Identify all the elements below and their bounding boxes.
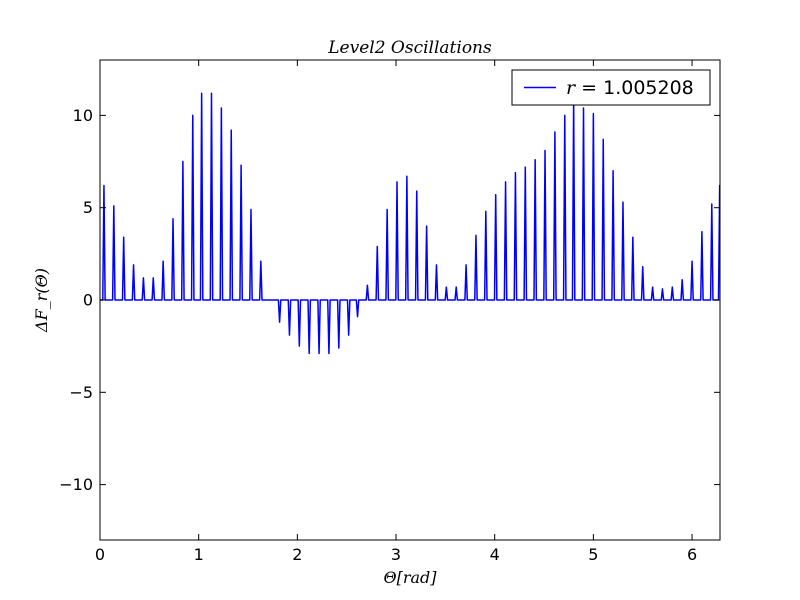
series-line-0 [100,92,720,355]
x-tick-label-3: 3 [391,545,401,564]
x-axis-label: Θ[rad] [383,568,437,587]
ticks-group: 0 1 2 3 4 5 6 −10 −5 0 5 10 [59,60,720,564]
chart-title: Level2 Oscillations [327,38,492,58]
x-tick-label-2: 2 [292,545,302,564]
legend-label: r = 1.005208 [566,77,694,99]
y-tick-label-2: 0 [83,291,93,310]
y-tick-label-0: −10 [59,475,93,494]
legend-label-value: 1.005208 [603,77,694,99]
y-tick-label-3: 5 [83,198,93,217]
x-tick-label-4: 4 [490,545,500,564]
y-tick-label-4: 10 [73,106,93,125]
plot-frame [99,59,721,541]
series-group [100,92,720,355]
x-tick-label-5: 5 [588,545,598,564]
legend-label-var: r [566,77,577,99]
y-tick-label-1: −5 [69,383,93,402]
y-axis-label: ΔF_r(Θ) [32,268,51,333]
x-tick-label-1: 1 [194,545,204,564]
legend: r = 1.005208 [511,69,711,106]
legend-label-eq: = [581,77,597,99]
x-tick-label-0: 0 [95,545,105,564]
x-tick-label-6: 6 [687,545,697,564]
